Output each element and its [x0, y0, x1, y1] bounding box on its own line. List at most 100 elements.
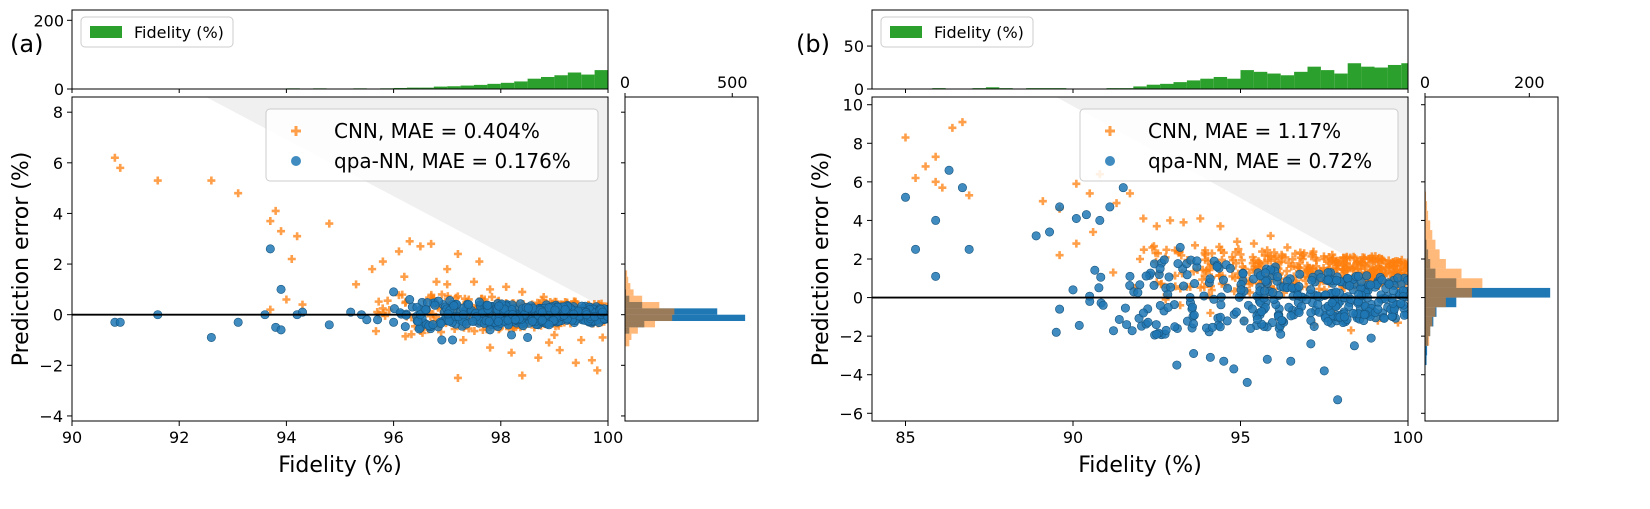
qpa-nn-point	[1125, 271, 1135, 281]
cnn-point	[1231, 248, 1240, 257]
legend-entry: qpa-NN, MAE = 0.72%	[1148, 149, 1372, 173]
qpa-nn-point	[1163, 290, 1173, 300]
qpa-nn-point	[510, 314, 520, 324]
cnn-point	[1089, 228, 1098, 236]
qpa-nn-point	[1031, 231, 1041, 241]
cnn-point	[577, 336, 586, 344]
y-tick-label: −4	[39, 407, 63, 426]
qpa-nn-point	[449, 301, 459, 311]
qpa-nn-point	[1135, 280, 1145, 290]
top-histogram-legend: Fidelity (%)	[80, 16, 234, 48]
cnn-point	[1125, 189, 1134, 198]
qpa-nn-point	[276, 284, 286, 294]
qpa-nn-point	[1327, 298, 1337, 308]
cnn-point	[407, 330, 416, 339]
qpa-nn-point	[1105, 202, 1115, 212]
cnn-point	[1249, 239, 1258, 248]
right-histogram: 0 500	[620, 73, 759, 422]
qpa-nn-point	[1187, 302, 1197, 312]
qpa-nn-point	[1085, 296, 1095, 306]
qpa-nn-point	[1277, 315, 1287, 325]
cnn-point	[1333, 256, 1342, 265]
qpa-nn-point	[276, 325, 286, 335]
qpa-nn-point	[1122, 320, 1132, 330]
cnn-point	[1055, 251, 1064, 260]
top-histogram: 0 50 Fidelity (%)	[844, 9, 1409, 99]
cnn-point	[416, 242, 425, 251]
qpa-nn-point	[1306, 339, 1316, 349]
cnn-point	[1207, 286, 1216, 295]
qpa-nn-point	[484, 317, 494, 327]
qpa-nn-point	[1343, 273, 1353, 283]
qpa-nn-point	[1294, 307, 1304, 317]
qpa-nn-point	[1071, 214, 1081, 224]
cnn-error-bar	[1425, 307, 1436, 317]
fidelity-bar	[1320, 70, 1335, 89]
fidelity-bar	[985, 87, 1000, 89]
fidelity-bar	[393, 87, 407, 89]
cnn-error-bar	[1425, 326, 1431, 337]
cnn-point	[470, 327, 479, 336]
cnn-point	[965, 191, 974, 200]
qpa-nn-point	[528, 316, 538, 326]
fidelity-bar	[581, 74, 595, 89]
cnn-point	[1232, 259, 1241, 268]
qpa-nn-point	[1081, 210, 1091, 220]
qpa-nn-point	[1090, 265, 1100, 275]
qpa-nn-point	[421, 305, 431, 315]
qpa-nn-point	[1319, 366, 1329, 376]
top-histogram-legend: Fidelity (%)	[880, 16, 1034, 48]
fidelity-bar	[460, 85, 474, 89]
cnn-error-bar	[1425, 249, 1440, 259]
cnn-point	[948, 123, 957, 132]
cnn-point	[266, 305, 275, 314]
cnn-point	[1347, 326, 1356, 335]
cnn-point	[938, 183, 947, 192]
qpa-nn-point	[1149, 280, 1159, 290]
x-axis-label: Fidelity (%)	[278, 453, 402, 478]
cnn-point	[1109, 268, 1118, 277]
qpa-nn-point	[1170, 322, 1180, 332]
qpa-nn-point	[1286, 311, 1296, 321]
qpa-nn-point	[265, 244, 275, 254]
cnn-point	[470, 277, 478, 286]
cnn-point	[1320, 255, 1329, 263]
cnn-point	[443, 265, 452, 274]
cnn-point	[1300, 249, 1309, 258]
qpa-nn-point	[1268, 288, 1278, 298]
cnn-point	[1038, 197, 1047, 206]
qpa-nn-point	[1179, 281, 1189, 291]
cnn-point	[958, 118, 967, 127]
cnn-point	[293, 232, 302, 241]
qpa-nn-point	[1294, 281, 1304, 291]
qpa-nn-point	[1295, 269, 1305, 279]
qpa-nn-point	[550, 305, 560, 315]
hist-legend-box	[80, 16, 234, 48]
qpa-nn-point	[362, 315, 372, 325]
cnn-point	[1201, 250, 1210, 259]
cnn-point	[1395, 258, 1404, 267]
cnn-point	[1217, 255, 1226, 264]
cnn-point	[1233, 237, 1242, 246]
qpa-nn-point	[1339, 312, 1349, 322]
cnn-point	[1148, 243, 1157, 252]
right-histogram: 0 200	[1420, 73, 1559, 422]
legend-entry: CNN, MAE = 0.404%	[334, 119, 540, 143]
y-axis-label: Prediction error (%)	[9, 152, 34, 367]
cnn-point	[368, 265, 377, 274]
cnn-point	[379, 308, 388, 317]
cnn-error-bar	[625, 283, 631, 290]
cnn-point	[1205, 265, 1214, 274]
cnn-point	[1206, 309, 1215, 317]
cnn-point	[378, 257, 387, 266]
qpa-nn-point	[1172, 360, 1182, 370]
cnn-error-bar	[1425, 297, 1446, 308]
qpa-nn-point	[1332, 275, 1342, 285]
qpa-nn-point	[1396, 298, 1406, 308]
x-axis: 85 90 95 100	[895, 421, 1423, 447]
qpa-nn-point	[1247, 304, 1257, 314]
cnn-point	[400, 272, 409, 281]
qpa-nn-point	[1173, 259, 1183, 269]
cnn-error-bar	[1425, 268, 1462, 279]
fidelity-bar	[1361, 66, 1375, 89]
